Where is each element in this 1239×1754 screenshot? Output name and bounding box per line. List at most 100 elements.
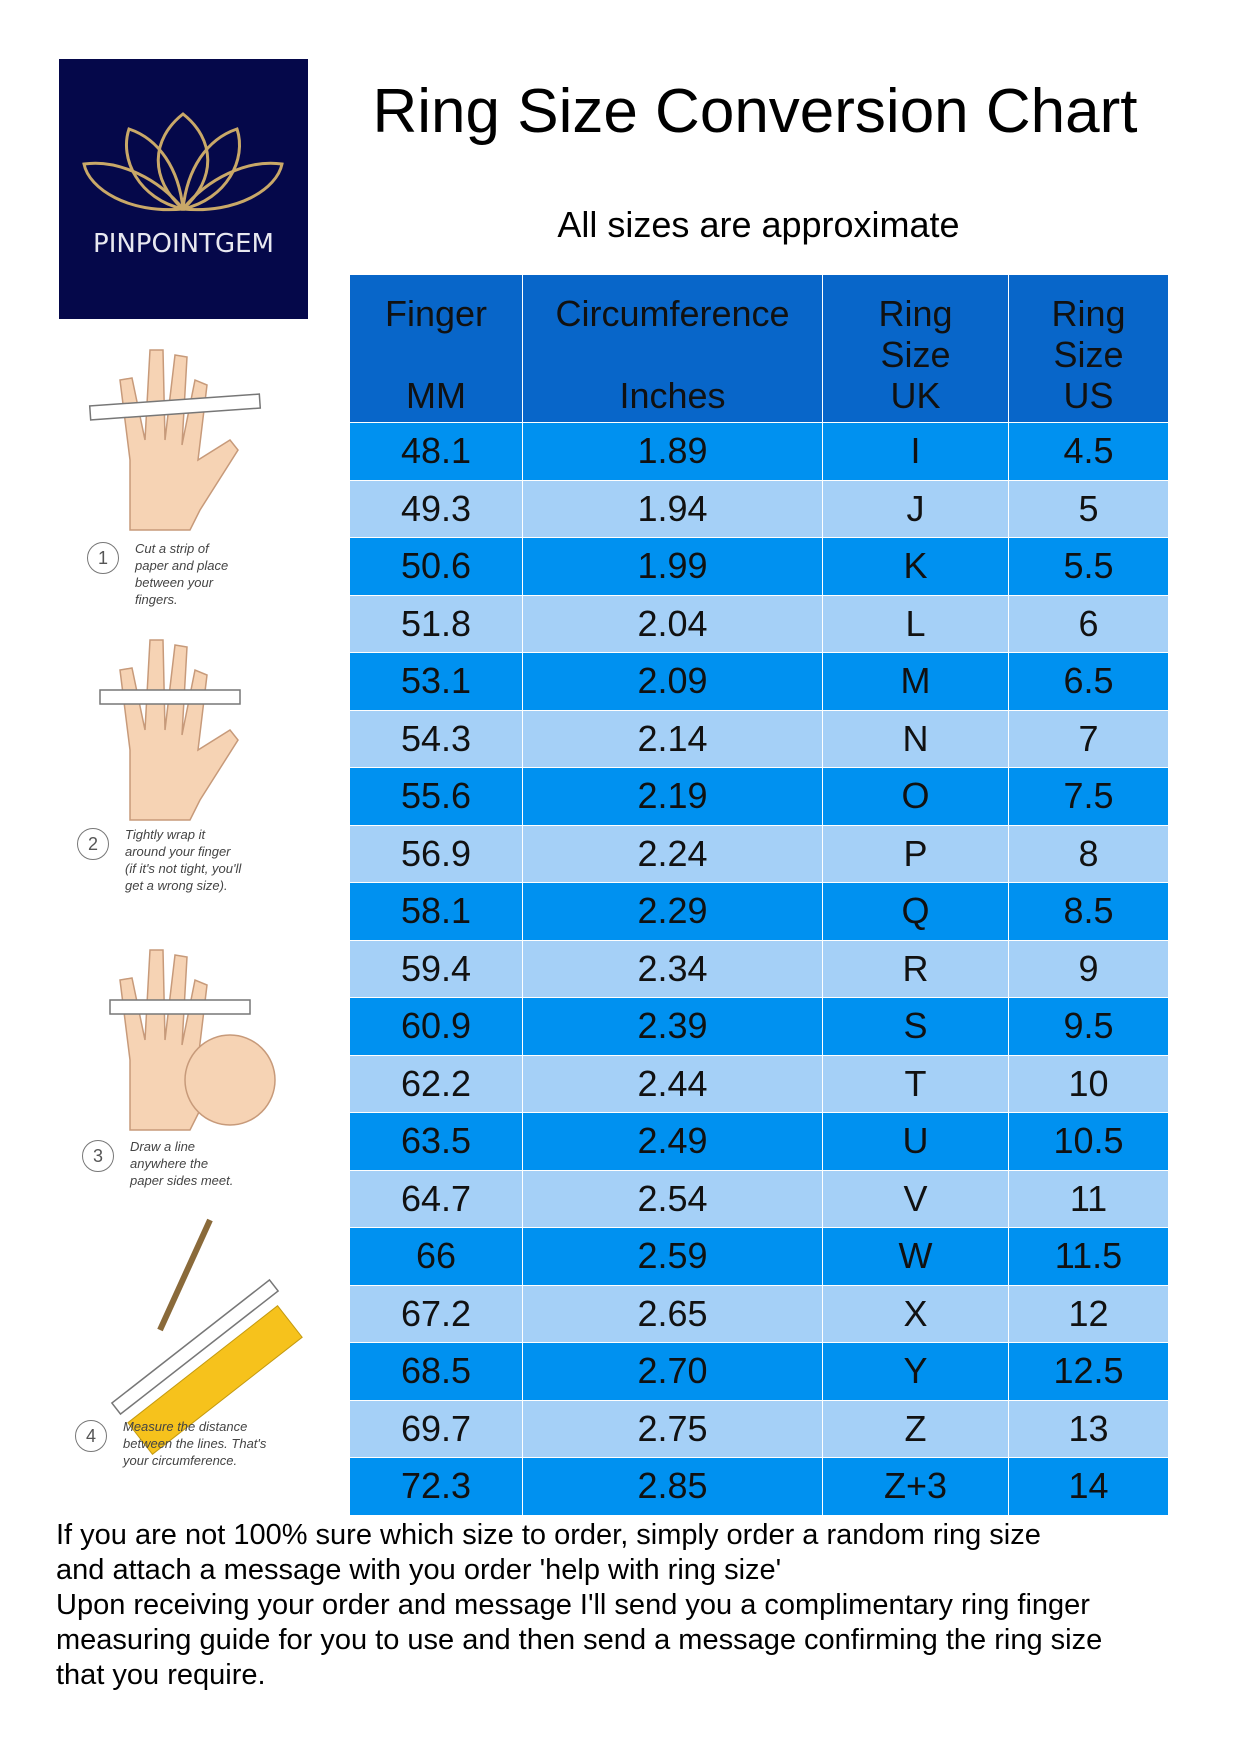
column-header: Ring Size US — [1008, 274, 1169, 423]
table-cell: 4.5 — [1008, 422, 1169, 481]
table-cell: Z — [822, 1399, 1009, 1458]
table-cell: L — [822, 594, 1009, 653]
header-line: Size — [880, 334, 951, 375]
table-cell: 51.8 — [349, 594, 523, 653]
table-cell: 53.1 — [349, 652, 523, 711]
table-cell: Y — [822, 1342, 1009, 1401]
column-header: Circumference Inches — [522, 274, 823, 423]
table-cell: 2.29 — [522, 882, 823, 941]
table-cell: 48.1 — [349, 422, 523, 481]
footer-line: and attach a message with you order 'hel… — [56, 1554, 782, 1586]
table-cell: 10 — [1008, 1054, 1169, 1113]
table-cell: 7 — [1008, 709, 1169, 768]
table-cell: 12 — [1008, 1284, 1169, 1343]
table-cell: 1.94 — [522, 479, 823, 538]
table-row: 60.9 2.39 S 9.5 — [349, 997, 1169, 1056]
table-row: 56.9 2.24 P 8 — [349, 824, 1169, 883]
caption-line: fingers. — [135, 592, 178, 607]
step-caption: Tightly wrap it around your finger (if it'… — [125, 826, 241, 894]
table-row: 66 2.59 W 11.5 — [349, 1227, 1169, 1286]
caption-line: Measure the distance — [123, 1419, 248, 1434]
table-cell: 49.3 — [349, 479, 523, 538]
step-number: 1 — [87, 542, 119, 574]
caption-line: Cut a strip of — [135, 541, 209, 556]
caption-line: paper and place — [135, 558, 229, 573]
caption-line: get a wrong size). — [125, 878, 228, 893]
step-number: 4 — [75, 1420, 107, 1452]
table-cell: 67.2 — [349, 1284, 523, 1343]
table-row: 55.6 2.19 O 7.5 — [349, 767, 1169, 826]
footer-line: that you require. — [56, 1659, 266, 1691]
table-cell: W — [822, 1227, 1009, 1286]
subtitle: All sizes are approximate — [557, 204, 960, 245]
footer-line: Upon receiving your order and message I'… — [56, 1589, 1090, 1621]
table-row: 67.2 2.65 X 12 — [349, 1284, 1169, 1343]
header-line: UK — [890, 375, 941, 416]
table-cell: 2.65 — [522, 1284, 823, 1343]
table-cell: J — [822, 479, 1009, 538]
table-row: 68.5 2.70 Y 12.5 — [349, 1342, 1169, 1401]
caption-line: your circumference. — [123, 1453, 238, 1468]
table-cell: 60.9 — [349, 997, 523, 1056]
table-cell: 2.54 — [522, 1169, 823, 1228]
caption-line: Draw a line — [130, 1139, 196, 1154]
table-cell: 12.5 — [1008, 1342, 1169, 1401]
table-cell: 54.3 — [349, 709, 523, 768]
header-line: MM — [406, 375, 466, 416]
header-line: US — [1063, 375, 1114, 416]
header-line: Circumference — [555, 293, 790, 334]
table-cell: 9 — [1008, 939, 1169, 998]
caption-line: anywhere the — [130, 1156, 209, 1171]
table-cell: 8 — [1008, 824, 1169, 883]
table-cell: O — [822, 767, 1009, 826]
size-table: Finger MM Circumference Inches Ring Size UK Rin… — [349, 274, 1169, 1516]
table-cell: P — [822, 824, 1009, 883]
table-cell: S — [822, 997, 1009, 1056]
step-caption: Measure the distance between the lines. T… — [123, 1418, 266, 1469]
table-row: 54.3 2.14 N 7 — [349, 709, 1169, 768]
illustrations — [88, 349, 303, 1455]
table-row: 59.4 2.34 R 9 — [349, 939, 1169, 998]
table-cell: 63.5 — [349, 1112, 523, 1171]
table-cell: 50.6 — [349, 537, 523, 596]
table-cell: M — [822, 652, 1009, 711]
table-cell: 64.7 — [349, 1169, 523, 1228]
header-line — [350, 334, 522, 375]
header-line: Ring — [878, 293, 953, 334]
table-cell: 1.89 — [522, 422, 823, 481]
table-cell: 62.2 — [349, 1054, 523, 1113]
table-row: 64.7 2.54 V 11 — [349, 1169, 1169, 1228]
table-cell: 2.09 — [522, 652, 823, 711]
table-cell: R — [822, 939, 1009, 998]
table-cell: 69.7 — [349, 1399, 523, 1458]
footer-line: measuring guide for you to use and then … — [56, 1624, 1103, 1656]
table-row: 69.7 2.75 Z 13 — [349, 1399, 1169, 1458]
table-cell: Q — [822, 882, 1009, 941]
table-row: 62.2 2.44 T 10 — [349, 1054, 1169, 1113]
step-number: 3 — [82, 1140, 114, 1172]
table-cell: 56.9 — [349, 824, 523, 883]
caption-line: paper sides meet. — [130, 1173, 234, 1188]
header-line — [523, 334, 822, 375]
table-cell: K — [822, 537, 1009, 596]
table-cell: 6.5 — [1008, 652, 1169, 711]
table-cell: I — [822, 422, 1009, 481]
logo-text: PINPOINTGEM — [93, 229, 274, 259]
table-cell: 2.85 — [522, 1457, 823, 1516]
table-row: 48.1 1.89 I 4.5 — [349, 422, 1169, 481]
table-row: 49.3 1.94 J 5 — [349, 479, 1169, 538]
table-row: 58.1 2.29 Q 8.5 — [349, 882, 1169, 941]
table-cell: 1.99 — [522, 537, 823, 596]
table-cell: Z+3 — [822, 1457, 1009, 1516]
caption-line: between your — [135, 575, 214, 590]
table-cell: 2.04 — [522, 594, 823, 653]
table-cell: 13 — [1008, 1399, 1169, 1458]
table-cell: 11 — [1008, 1169, 1169, 1228]
table-row: 53.1 2.09 M 6.5 — [349, 652, 1169, 711]
table-cell: 66 — [349, 1227, 523, 1286]
table-cell: 8.5 — [1008, 882, 1169, 941]
table-cell: 14 — [1008, 1457, 1169, 1516]
table-cell: V — [822, 1169, 1009, 1228]
caption-line: around your finger — [125, 844, 231, 859]
footer-line: If you are not 100% sure which size to o… — [56, 1519, 1041, 1551]
